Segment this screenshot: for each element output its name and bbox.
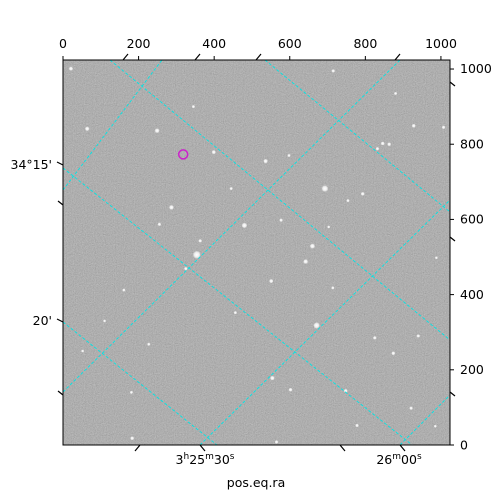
star <box>130 436 135 441</box>
star <box>375 146 380 151</box>
top-tick-label: 400 <box>202 36 226 51</box>
star <box>287 153 291 158</box>
top-tick-label: 200 <box>127 36 151 51</box>
star <box>191 104 196 109</box>
top-tick-label: 0 <box>59 36 67 51</box>
star <box>372 335 377 340</box>
grid-line <box>63 60 163 191</box>
star <box>154 128 160 134</box>
stars-layer <box>68 66 446 444</box>
star <box>393 91 398 96</box>
star <box>122 288 126 292</box>
right-tick-label: 0 <box>460 438 468 453</box>
star <box>360 191 365 196</box>
grid-line <box>63 321 218 445</box>
ra-axis-labels: 3h25m30s 26m00s <box>176 452 422 467</box>
grid-line <box>63 60 401 393</box>
star <box>274 440 279 444</box>
grid-line <box>399 394 450 445</box>
axis-tick <box>339 444 346 452</box>
star <box>198 238 203 243</box>
axis-tick <box>399 444 406 452</box>
top-tick-label: 600 <box>278 36 302 51</box>
coordinate-grid <box>63 60 450 445</box>
axis-tick <box>394 53 401 61</box>
star <box>434 256 438 260</box>
dec-tick-label: 20' <box>33 313 52 328</box>
star <box>157 222 162 227</box>
star <box>211 149 216 155</box>
star <box>313 322 320 329</box>
star <box>129 390 134 395</box>
right-tick-label: 200 <box>460 362 484 377</box>
star <box>147 342 151 346</box>
x-axis-title: pos.eq.ra <box>227 475 285 490</box>
star <box>263 158 268 164</box>
axis-tick <box>57 200 64 206</box>
source-marker <box>177 149 189 160</box>
star <box>331 69 336 73</box>
star <box>168 204 174 210</box>
star <box>355 423 359 428</box>
axis-tick <box>449 236 456 242</box>
star <box>68 66 74 71</box>
star <box>387 142 392 147</box>
ra-tick-label: 3h25m30s <box>176 452 235 467</box>
axis-tick <box>57 390 64 396</box>
star <box>269 278 274 284</box>
grid-line <box>63 167 413 445</box>
top-tick-label: 800 <box>353 36 377 51</box>
right-tick-label: 600 <box>460 212 484 227</box>
star <box>433 424 437 428</box>
right-tick-label: 400 <box>460 287 484 302</box>
star <box>321 185 329 193</box>
star <box>411 123 416 128</box>
marker-layer <box>177 149 189 160</box>
top-pixel-axis: 0 200 400 600 800 1000 <box>59 36 457 51</box>
sky-image <box>63 60 450 445</box>
axis-tick <box>122 53 129 61</box>
star <box>343 388 348 393</box>
star <box>391 351 396 356</box>
axis-tick <box>134 444 141 452</box>
star <box>309 243 316 249</box>
star <box>409 406 413 411</box>
axis-tick <box>449 391 456 397</box>
star <box>331 286 335 290</box>
star <box>441 125 446 130</box>
axis-tick <box>255 53 262 61</box>
star <box>270 375 275 381</box>
star <box>327 225 331 229</box>
star <box>380 141 385 146</box>
star <box>346 198 350 203</box>
top-tick-label: 1000 <box>425 36 457 51</box>
ra-tick-label: 26m00s <box>376 452 422 467</box>
right-tick-label: 1000 <box>460 61 492 76</box>
star <box>279 218 283 223</box>
axis-tick <box>199 444 206 452</box>
star <box>288 387 293 392</box>
axis-tick <box>194 53 201 61</box>
grid-line <box>199 199 450 445</box>
star <box>81 349 85 353</box>
star <box>103 319 107 323</box>
dec-axis-labels: 34°15' 20' <box>11 157 53 328</box>
axis-tick <box>56 161 64 166</box>
star <box>233 310 238 315</box>
star <box>84 126 90 132</box>
right-pixel-axis: 0 200 400 600 800 1000 <box>460 61 492 453</box>
axis-tick <box>56 318 64 323</box>
star <box>229 186 233 191</box>
star <box>183 266 188 271</box>
grid-line <box>109 60 450 341</box>
axis-ticks <box>56 53 456 452</box>
right-tick-label: 800 <box>460 136 484 151</box>
star <box>241 222 248 229</box>
star <box>416 334 421 338</box>
star <box>303 259 309 265</box>
star <box>192 250 201 259</box>
dec-tick-label: 34°15' <box>11 157 53 172</box>
axis-tick <box>449 81 456 87</box>
